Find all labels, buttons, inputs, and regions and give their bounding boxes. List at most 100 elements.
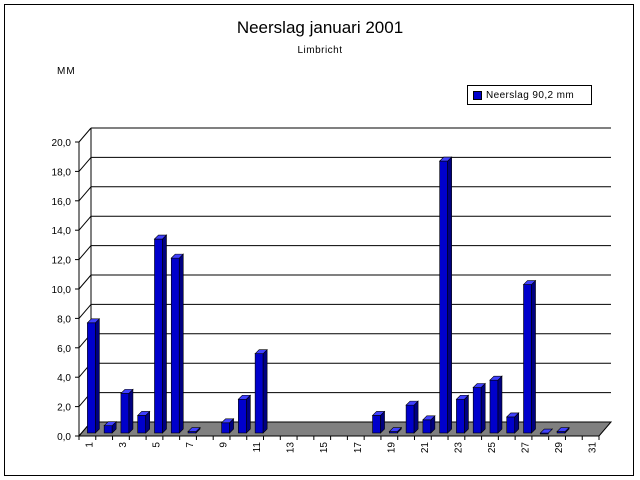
bar-front [523,284,532,434]
bar-side [413,400,419,434]
bar-front [472,387,482,434]
bar [522,279,537,434]
bar-top [220,418,235,424]
gridline-side [78,274,92,290]
y-axis-unit-label: MM [57,66,76,77]
bar-front [221,422,230,434]
bar-top [187,427,201,432]
x-tick-label: 3 [118,442,129,448]
bar-front [372,415,381,434]
bar-front [422,419,432,434]
bar-top [86,318,101,324]
bar [472,382,486,434]
bar-top [489,375,503,381]
y-tick-label: 2,0 [57,403,71,414]
bar-front [154,238,163,434]
bar-top [506,412,520,418]
bar [136,410,151,434]
bar-side [262,348,268,434]
x-tick-label: 17 [353,442,364,454]
bar-side [464,394,469,434]
bar [489,375,503,434]
bar-side [480,382,486,434]
y-tick-label: 0,0 [57,432,71,443]
gridline-side [78,127,92,143]
bar-top [237,394,252,400]
bar-side [95,318,100,434]
bar [86,318,101,434]
bar [237,394,252,434]
x-tick-label: 1 [84,442,95,448]
bar [220,418,235,434]
bar [438,156,453,434]
x-tick-label: 29 [554,442,565,454]
y-tick-label: 10,0 [52,285,72,296]
bar-top [455,394,470,400]
bar-top [120,389,134,394]
bar-side [447,156,452,434]
x-tick-label: 31 [588,442,599,454]
gridline-side [78,157,92,172]
bar [388,426,403,434]
bar-top [405,400,419,406]
bar-top [388,427,403,432]
bar [103,420,117,434]
y-tick-label: 14,0 [52,226,72,237]
bar [455,394,470,434]
x-tick-label: 21 [420,442,431,454]
bar-top [103,421,117,427]
bar [153,234,168,434]
x-tick-label: 25 [487,442,498,454]
bar-front [254,353,264,434]
legend: Neerslag 90,2 mm [467,85,592,105]
bar [254,348,268,434]
bar-top [254,349,268,354]
bar [539,428,554,435]
y-tick-label: 18,0 [52,167,72,178]
bar [187,426,201,434]
bar [405,400,419,434]
bar-front [506,416,516,434]
bar [371,410,386,434]
bar [170,253,184,434]
bar-top [371,411,386,416]
bar [120,388,134,434]
y-tick-label: 12,0 [52,256,72,267]
legend-label: Neerslag 90,2 mm [486,89,575,101]
x-tick-label: 27 [521,442,532,454]
bar-front [439,160,448,434]
bar-top [438,156,453,162]
chart-subtitle: Limbricht [297,45,343,56]
gridline-side [78,245,92,260]
bar [556,426,570,434]
bar [506,412,520,434]
bar-front [87,322,96,434]
y-tick-label: 8,0 [57,314,71,325]
x-tick-label: 13 [286,442,297,454]
bar-top [170,253,184,259]
bar-front [170,257,180,434]
bar-front [456,398,465,434]
y-tick-label: 6,0 [57,344,71,355]
gridline-side [78,215,92,231]
y-tick-label: 16,0 [52,197,72,208]
bar-side [497,375,503,434]
bar-top [136,411,151,416]
gridline-side [78,304,92,319]
x-tick-label: 11 [252,442,263,453]
bar-top [556,427,570,432]
bar-top [522,280,537,285]
x-tick-label: 7 [185,442,196,448]
legend-swatch [473,90,482,100]
bar-front [489,379,499,434]
bar-side [531,279,536,434]
bar-top [472,383,486,388]
bar-front [405,404,415,434]
x-tick-label: 19 [386,442,397,454]
bar-side [162,234,167,434]
y-tick-label: 4,0 [57,373,71,384]
x-tick-label: 5 [151,442,162,448]
bar-front [137,415,147,434]
chart-title: Neerslag januari 2001 [236,18,404,37]
